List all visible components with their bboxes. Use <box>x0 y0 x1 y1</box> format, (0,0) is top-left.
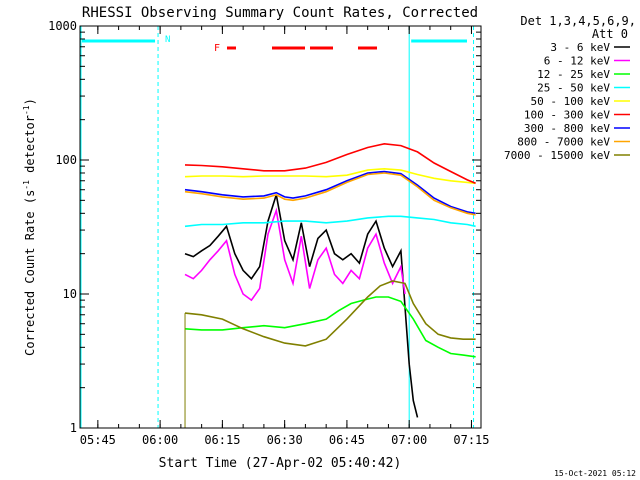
legend-label: 6 - 12 keV <box>544 55 611 68</box>
x-tick-label: 07:15 <box>453 433 489 447</box>
y-tick-label: 1 <box>70 421 77 435</box>
y-axis-label-sup: -1 <box>22 105 31 115</box>
series-line <box>184 172 476 216</box>
night-marker-label: N <box>165 35 170 45</box>
y-axis-label-part: detector <box>23 115 37 180</box>
series-layer <box>184 142 476 428</box>
series-line <box>184 142 476 185</box>
y-axis-label: Corrected Count Rate (s-1 detector-1) <box>22 98 37 356</box>
legend-label: 50 - 100 keV <box>531 95 611 108</box>
chart-title: RHESSI Observing Summary Count Rates, Co… <box>82 5 478 21</box>
y-tick-label: 10 <box>63 287 77 301</box>
series-line <box>184 296 476 358</box>
plot-frame <box>79 25 482 429</box>
legend-label: 7000 - 15000 keV <box>504 149 610 162</box>
x-tick-label: 06:15 <box>204 433 240 447</box>
y-axis-label-part: ) <box>23 98 37 105</box>
legend-label: 3 - 6 keV <box>550 41 610 54</box>
legend-label: 12 - 25 keV <box>537 68 610 81</box>
x-axis-label: Start Time (27-Apr-02 05:40:42) <box>159 456 402 471</box>
x-tick-label: 06:00 <box>142 433 178 447</box>
marker-layer: NF <box>82 35 467 54</box>
flare-marker-label: F <box>214 43 220 54</box>
x-tick-label: 07:00 <box>391 433 427 447</box>
y-axis-label-part: Corrected Count Rate (s <box>23 190 37 356</box>
series-line <box>184 207 406 302</box>
x-tick-label: 06:30 <box>267 433 303 447</box>
legend-label: 800 - 7000 keV <box>517 136 610 149</box>
series-line <box>184 280 476 347</box>
series-line <box>184 194 419 418</box>
legend-header: Att 0 <box>592 27 628 41</box>
series-line <box>184 170 476 215</box>
legend-label: 100 - 300 keV <box>524 109 610 122</box>
series-line <box>184 167 476 185</box>
tick-layer: 05:45 06:00 06:15 06:30 06:45 07:00 07:15 1 10 10… <box>48 19 489 447</box>
x-tick-label: 06:45 <box>329 433 365 447</box>
y-axis-label-sup: -1 <box>22 180 31 190</box>
legend-label: 25 - 50 keV <box>537 82 610 95</box>
generation-timestamp: 15-Oct-2021 05:12 <box>554 469 636 478</box>
y-tick-label: 100 <box>55 153 77 167</box>
legend-header: Det 1,3,4,5,6,9, <box>520 14 636 28</box>
background-layer <box>80 26 475 428</box>
y-tick-label: 1000 <box>48 19 77 33</box>
series-line <box>184 215 476 228</box>
x-tick-label: 05:45 <box>80 433 116 447</box>
legend-label: 300 - 800 keV <box>524 122 610 135</box>
